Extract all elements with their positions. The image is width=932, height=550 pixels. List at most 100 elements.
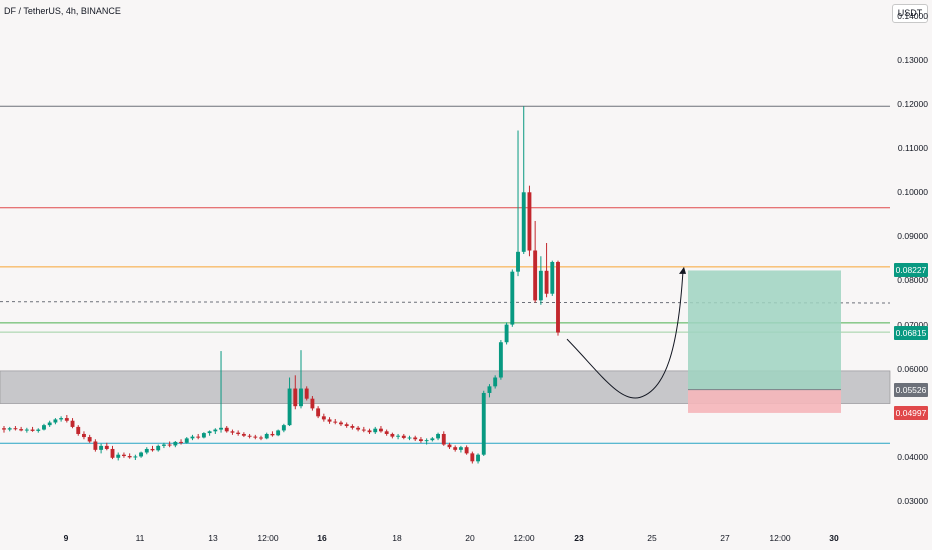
candle-body xyxy=(36,429,41,431)
candle-body xyxy=(498,342,503,378)
candle-body xyxy=(42,425,46,430)
candle-body xyxy=(424,440,429,442)
candle-body xyxy=(110,448,115,458)
candle-body xyxy=(281,425,286,431)
y-tick-label: 0.03000 xyxy=(897,496,928,506)
candle-body xyxy=(544,270,549,294)
candle-body xyxy=(356,427,361,430)
candle-body xyxy=(373,428,378,433)
price-label: 0.08227 xyxy=(894,263,928,278)
candle-body xyxy=(430,438,435,441)
candle-body xyxy=(213,429,218,432)
x-tick-label: 9 xyxy=(63,533,69,543)
x-tick-label: 20 xyxy=(465,533,475,543)
candle-body xyxy=(19,429,24,431)
candle-body xyxy=(47,422,52,426)
candle-body xyxy=(270,433,275,436)
candle-body xyxy=(264,433,269,439)
candle-body xyxy=(316,408,321,417)
candle-body xyxy=(504,324,509,343)
candle-body xyxy=(418,439,423,442)
candle-body xyxy=(538,270,543,301)
candle-body xyxy=(190,436,195,439)
candle-body xyxy=(24,429,29,431)
x-tick-label: 30 xyxy=(829,533,839,543)
long-position-tool[interactable] xyxy=(688,270,841,413)
candle-body xyxy=(133,456,138,458)
candle-body xyxy=(493,377,498,387)
candle-body xyxy=(333,421,338,423)
candle-body xyxy=(321,416,326,420)
candle-body xyxy=(196,436,201,438)
candle-body xyxy=(259,437,263,439)
candle-body xyxy=(304,388,309,399)
candle-body xyxy=(299,388,303,407)
candle-body xyxy=(401,435,406,438)
candle-body xyxy=(533,250,538,301)
price-label: 0.06815 xyxy=(894,325,928,340)
candle-body xyxy=(310,398,315,409)
candle-body xyxy=(247,435,252,437)
candle-body xyxy=(344,424,349,427)
candle-body xyxy=(367,430,372,433)
candle-body xyxy=(173,441,178,446)
candle-body xyxy=(390,433,395,437)
candle-body xyxy=(510,271,515,325)
candle-body xyxy=(139,452,144,457)
y-tick-label: 0.14000 xyxy=(897,10,928,21)
candle-body xyxy=(161,444,166,446)
candle-body xyxy=(350,426,355,428)
y-tick-label: 0.04000 xyxy=(897,451,928,462)
y-tick-label: 0.06000 xyxy=(897,363,928,374)
chart-title[interactable]: DF / TetherUS, 4h, BINANCE xyxy=(4,6,121,16)
price-label: 0.04997 xyxy=(894,405,928,420)
candle-body xyxy=(481,392,486,455)
candle-body xyxy=(207,431,212,434)
candle-body xyxy=(59,418,64,420)
candle-body xyxy=(7,428,12,430)
y-tick-label: 0.13000 xyxy=(897,54,928,65)
x-tick-label: 12:00 xyxy=(513,533,535,543)
candle-body xyxy=(53,419,58,423)
candle-body xyxy=(167,444,172,446)
candle-body xyxy=(99,445,104,450)
x-tick-label: 13 xyxy=(208,533,218,543)
projection-arrow-path[interactable] xyxy=(566,270,684,399)
candle-body xyxy=(453,447,458,450)
candle-body xyxy=(276,430,281,436)
x-tick-label: 11 xyxy=(135,533,145,543)
candle-body xyxy=(82,433,86,438)
currency-badge[interactable]: USDT xyxy=(892,4,928,23)
candle-body xyxy=(13,428,18,430)
x-tick-label: 25 xyxy=(647,533,657,543)
x-tick-label: 27 xyxy=(720,533,730,543)
candle-body xyxy=(339,422,343,425)
candle-body xyxy=(224,427,229,432)
candle-body xyxy=(327,419,332,422)
candle-body xyxy=(30,429,35,431)
x-tick-label: 16 xyxy=(317,533,327,543)
dashed-trend-line[interactable] xyxy=(0,301,891,304)
candle-body xyxy=(458,447,463,450)
candle-body xyxy=(201,433,206,438)
candle-body xyxy=(2,428,6,430)
y-tick-label: 0.08000 xyxy=(897,275,928,286)
candle-body xyxy=(104,445,109,449)
x-tick-label: 18 xyxy=(392,533,402,543)
target-zone xyxy=(688,270,841,390)
y-tick-label: 0.09000 xyxy=(897,231,928,242)
candle-body xyxy=(150,448,155,451)
candle-body xyxy=(219,427,223,430)
candle-body xyxy=(287,388,292,426)
candle-body xyxy=(407,437,412,439)
candle-body xyxy=(293,388,298,407)
candle-body xyxy=(236,432,241,434)
candle-body xyxy=(379,428,383,432)
candle-body xyxy=(127,456,132,458)
candle-body xyxy=(384,431,389,434)
candle-body xyxy=(464,447,469,454)
candle-body xyxy=(156,445,161,451)
candle-body xyxy=(230,431,235,433)
candlestick-series xyxy=(2,106,560,464)
